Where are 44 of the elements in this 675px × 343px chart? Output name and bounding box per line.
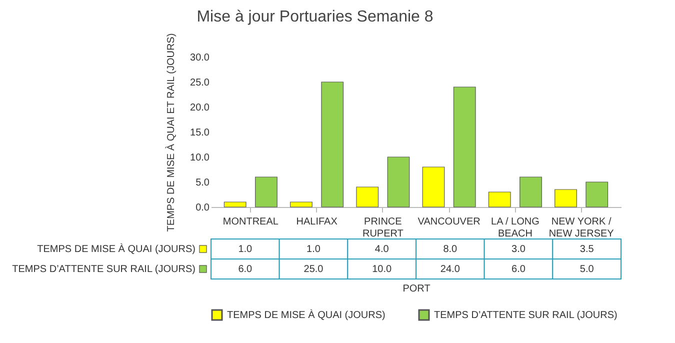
- text: TEMPS DE MISE À QUAI (JOURS): [37, 244, 196, 255]
- y-tick-label: 5.0: [196, 178, 210, 188]
- bar: [387, 156, 410, 208]
- x-tick-label: NEW YORK / NEW JERSEY: [548, 216, 614, 240]
- y-tick-label: 20.0: [190, 102, 210, 114]
- x-tick-label: VANCOUVER: [418, 216, 480, 228]
- legend-label: TEMPS DE MISE À QUAI (JOURS): [227, 309, 386, 321]
- x-tick-label: LA / LONG BEACH: [491, 216, 540, 240]
- data-label: 8.0: [443, 244, 458, 255]
- y-axis-title: TEMPS DE MISE À QUAI ET RAIL (JOURS): [165, 33, 178, 232]
- bar: [224, 202, 246, 208]
- data-label: 1.0: [238, 244, 253, 255]
- data-label: 24.0: [440, 264, 460, 275]
- y-tick-label: 10.0: [190, 152, 210, 164]
- x-axis-title: PORT: [402, 284, 430, 294]
- data-label: 6.0: [238, 264, 253, 275]
- data-label: 3.0: [512, 244, 526, 255]
- bar: [255, 176, 278, 208]
- bar: [321, 82, 344, 208]
- y-tick-label: 25.0: [190, 78, 210, 88]
- bar: [356, 186, 379, 208]
- bar: [453, 86, 476, 208]
- data-label: 4.0: [374, 244, 390, 255]
- bar: [290, 202, 312, 208]
- data-label: 6.0: [512, 264, 526, 275]
- data-label: 10.0: [372, 264, 392, 275]
- x-tick-label: HALIFAX: [296, 216, 338, 228]
- legend-label: TEMPS D’ATTENTE SUR RAIL (JOURS): [434, 310, 618, 321]
- bar: [554, 189, 577, 208]
- text: TEMPS D’ATTENTE SUR RAIL (JOURS): [12, 264, 196, 275]
- data-label: 3.5: [580, 244, 594, 255]
- y-tick-label: 30.0: [190, 52, 210, 64]
- y-tick-label: 0.0: [196, 202, 210, 214]
- bar: [520, 176, 542, 208]
- bar: [586, 182, 608, 208]
- data-label: 25.0: [304, 264, 324, 275]
- chart-title: Mise à jour Portuaries Semanie 8: [196, 8, 434, 26]
- x-tick-label: PRINCE RUPERT: [362, 216, 404, 240]
- data-label: 1.0: [306, 244, 321, 255]
- x-tick-label: MONTREAL: [222, 216, 279, 228]
- y-tick-label: 15.0: [190, 128, 210, 138]
- bar: [488, 192, 511, 208]
- bar: [422, 166, 445, 208]
- data-label: 5.0: [580, 264, 594, 275]
